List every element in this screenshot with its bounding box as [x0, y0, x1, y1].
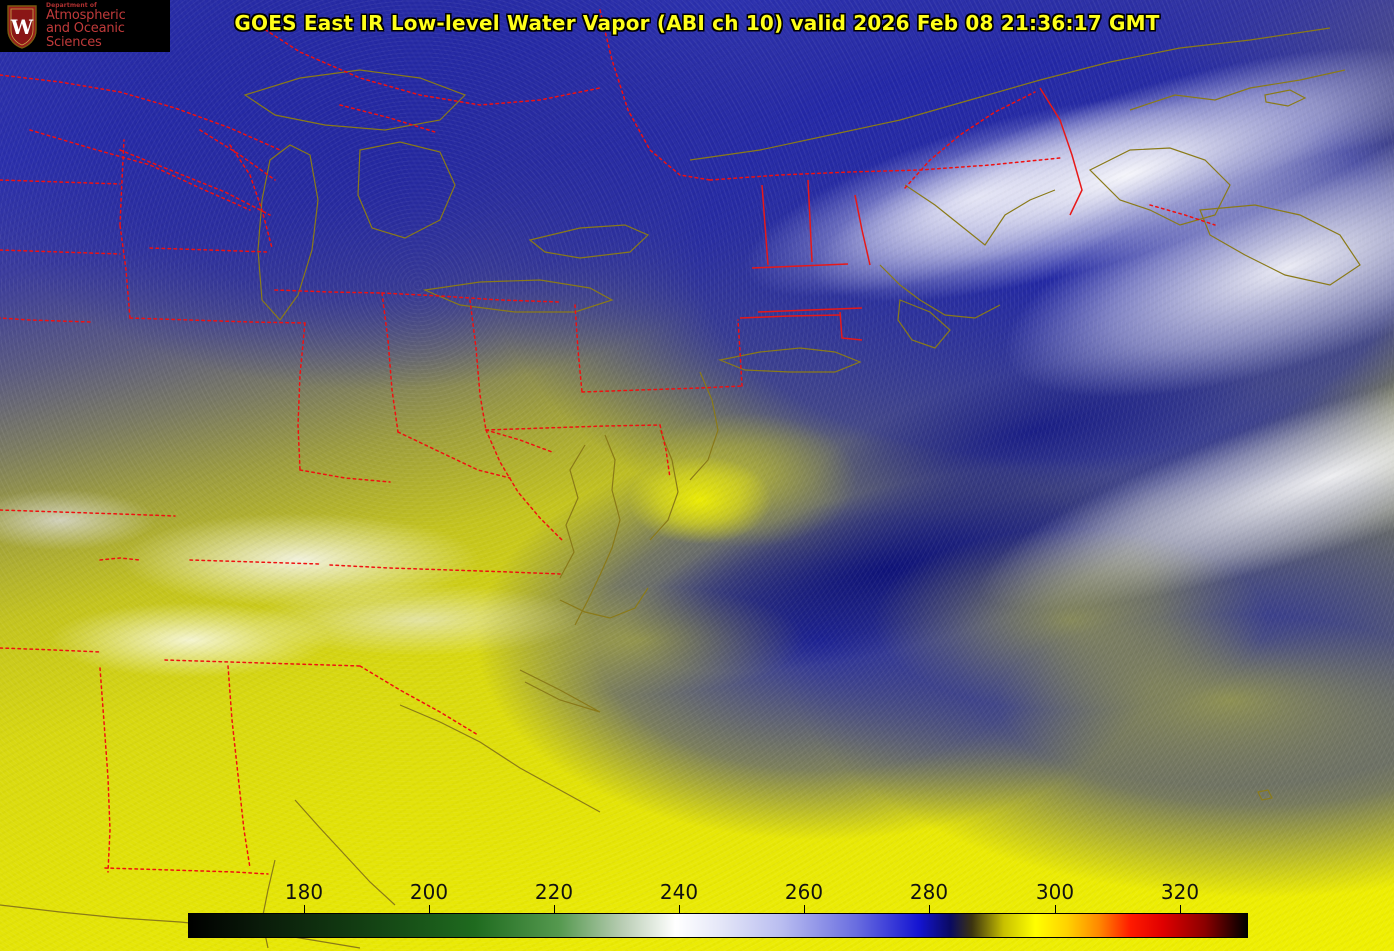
border-oh-pa [574, 304, 583, 393]
border-maine-nb [1039, 87, 1083, 216]
colorbar-tick [304, 905, 305, 913]
colorbar-gradient [188, 913, 1248, 938]
border-il-in [381, 292, 399, 433]
border-ny-pa [581, 385, 743, 393]
coastline-pei [1264, 89, 1307, 107]
coastline-chesapeake-west [559, 444, 586, 579]
coastline-novascotia [1199, 204, 1361, 286]
border-nc-sc [359, 665, 479, 736]
border-md-de [659, 424, 671, 479]
border-ct-ma [757, 307, 863, 313]
colorbar-tick [679, 905, 680, 913]
border-nh-me [854, 194, 871, 266]
border-oh-ky [397, 431, 511, 479]
coastline-newengland [879, 264, 1001, 319]
lake-ontario [528, 224, 650, 259]
coastline-newbrunswick [1088, 147, 1231, 226]
colorbar-tick-label: 200 [409, 880, 449, 904]
border-canada-inner1 [0, 74, 281, 151]
border-mo-il [297, 322, 306, 471]
border-va-nc [329, 564, 561, 575]
colorbar-tick [554, 905, 555, 913]
colorbar-tick-label: 300 [1035, 880, 1075, 904]
colorbar-tick [1055, 905, 1056, 913]
colorbar-tick [1180, 905, 1181, 913]
colorbar-tick-label: 280 [909, 880, 949, 904]
border-mn-sd [119, 139, 125, 226]
border-tn-ky-west [99, 557, 141, 561]
lake-superior [243, 69, 467, 131]
border-canada-inner2 [29, 129, 251, 211]
coastline-longisland [717, 347, 862, 373]
coastline-carolina [399, 704, 601, 813]
coastline-delmarva [649, 429, 679, 541]
border-wv-oh [485, 429, 553, 453]
coastline-maine [904, 184, 1056, 246]
colorbar-tick-label: 320 [1160, 880, 1200, 904]
border-mi-in-oh [381, 292, 561, 303]
logo-text-block: Department of Atmospheric and Oceanic Sc… [46, 2, 170, 50]
border-canada-inner3 [119, 149, 271, 216]
border-ia-ne [119, 224, 131, 319]
crest-letter: W [10, 15, 34, 39]
lake-michigan [257, 144, 319, 321]
colorbar-tick [429, 905, 430, 913]
border-ne-ks [0, 317, 91, 323]
border-mn-ia [149, 247, 269, 253]
logo-line-2: and Oceanic Sciences [46, 21, 125, 50]
colorbar: 180 200 220 240 260 280 300 320 [188, 880, 1248, 938]
border-ontario-north [249, 19, 601, 106]
border-wi-il [274, 289, 383, 294]
border-il-ky [299, 469, 391, 483]
border-wv-va [485, 429, 563, 541]
border-mo-ar [0, 509, 176, 517]
border-tn-ga-al [164, 659, 361, 667]
coastline-gulf [0, 904, 361, 949]
border-ga-fl [104, 867, 269, 875]
colorbar-tick-label: 240 [659, 880, 699, 904]
border-quebec-north [709, 157, 1061, 181]
colorbar-tick [804, 905, 805, 913]
border-sd-ne [0, 249, 121, 255]
border-mn-wi [229, 144, 273, 249]
uw-aos-logo: W Department of Atmospheric and Oceanic … [0, 0, 170, 52]
border-al-ga [227, 665, 251, 869]
border-ma-nh-vt [751, 263, 849, 269]
uw-crest-icon: W [7, 5, 37, 49]
lake-erie [422, 279, 614, 313]
border-ny-vt [761, 184, 769, 266]
border-ky-tn [189, 559, 321, 565]
border-ia-mo [129, 317, 306, 324]
logo-line-1: Atmospheric [46, 8, 126, 24]
lake-huron [357, 141, 456, 239]
coastline-outerbanks [519, 669, 601, 713]
colorbar-tick-label: 180 [284, 880, 324, 904]
colorbar-tick [929, 905, 930, 913]
coastline-virginia [559, 587, 649, 619]
border-maine-quebec [904, 91, 1036, 189]
border-pa-ny-east [737, 319, 743, 387]
coastline-bermuda [1257, 789, 1273, 801]
coastline-newjersey [689, 371, 719, 481]
border-ar-la [0, 647, 101, 653]
border-ontario-quebec [599, 9, 711, 181]
border-vt-nh [807, 179, 813, 263]
border-ms-al [99, 667, 111, 873]
colorbar-tick-label: 260 [784, 880, 824, 904]
coastline-georgia [294, 799, 396, 906]
border-ny-ct [739, 314, 841, 319]
coastline-stlawrence [689, 27, 1331, 161]
border-pa-md [485, 424, 661, 431]
coastline-chesapeake [574, 434, 621, 626]
coastline-capecod [897, 299, 951, 349]
border-nd-sd [0, 179, 121, 185]
border-ri [839, 311, 863, 341]
border-in-oh [469, 299, 487, 431]
colorbar-tick-label: 220 [534, 880, 574, 904]
logo-department-label: Department of [46, 2, 97, 10]
border-nb-ns [1149, 204, 1216, 226]
coastline-gaspe [1129, 69, 1346, 111]
